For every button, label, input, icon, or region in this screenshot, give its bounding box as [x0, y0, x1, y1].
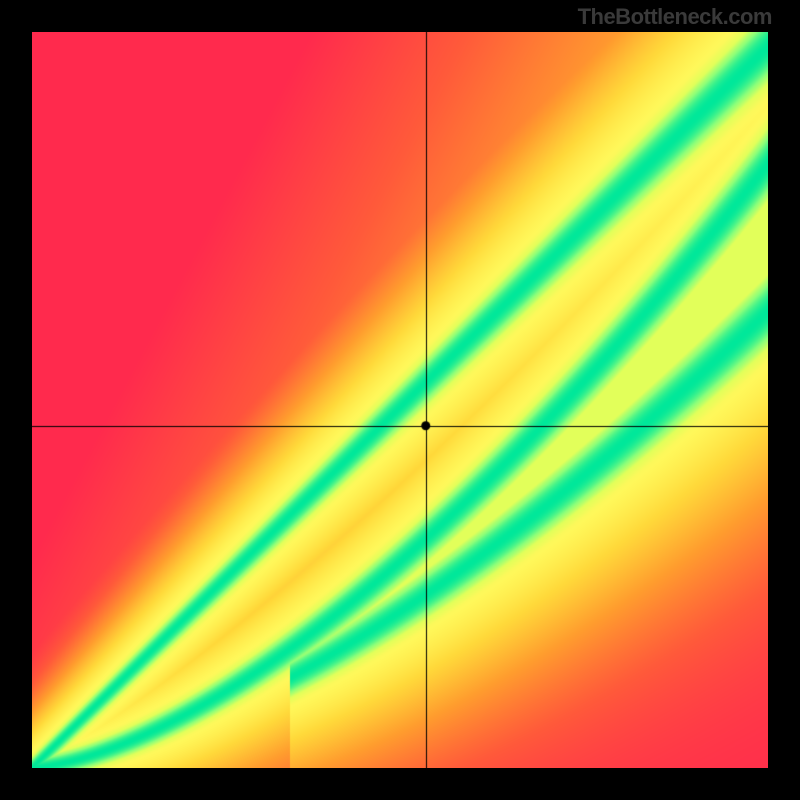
chart-container: TheBottleneck.com	[0, 0, 800, 800]
heatmap-canvas	[32, 32, 768, 768]
watermark-text: TheBottleneck.com	[578, 4, 772, 30]
